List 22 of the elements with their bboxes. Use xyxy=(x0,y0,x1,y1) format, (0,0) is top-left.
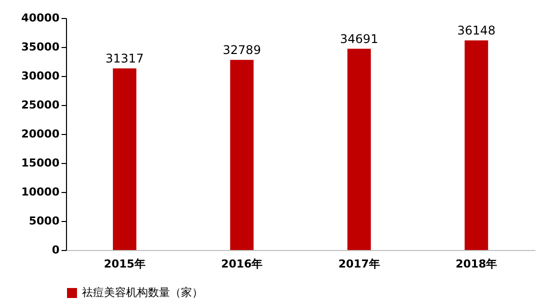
y-tick-label: 10000 xyxy=(21,186,60,198)
y-tick-label: 5000 xyxy=(28,214,60,228)
y-tick-label: 15000 xyxy=(21,156,60,170)
y-tick-label: 20000 xyxy=(21,128,60,140)
bar xyxy=(112,68,136,250)
bar xyxy=(464,40,488,250)
bar xyxy=(347,48,371,250)
x-tick-label: 2016年 xyxy=(221,258,263,270)
x-tick-label: 2017年 xyxy=(338,258,380,270)
y-tick-label: 0 xyxy=(52,244,60,256)
x-tick-label: 2018年 xyxy=(456,258,498,270)
bar xyxy=(230,60,254,250)
y-tick-label: 35000 xyxy=(21,40,60,54)
data-label: 32789 xyxy=(222,42,261,57)
y-tick-label: 25000 xyxy=(21,98,60,112)
x-tick-label: 2015年 xyxy=(104,258,146,270)
legend-label: 祛痘美容机构数量（家） xyxy=(82,286,203,299)
data-label: 34691 xyxy=(340,32,378,46)
y-tick-label: 40000 xyxy=(21,12,60,24)
data-label: 31317 xyxy=(106,51,144,66)
y-tick-label: 30000 xyxy=(21,70,60,82)
data-label: 36148 xyxy=(457,23,496,38)
